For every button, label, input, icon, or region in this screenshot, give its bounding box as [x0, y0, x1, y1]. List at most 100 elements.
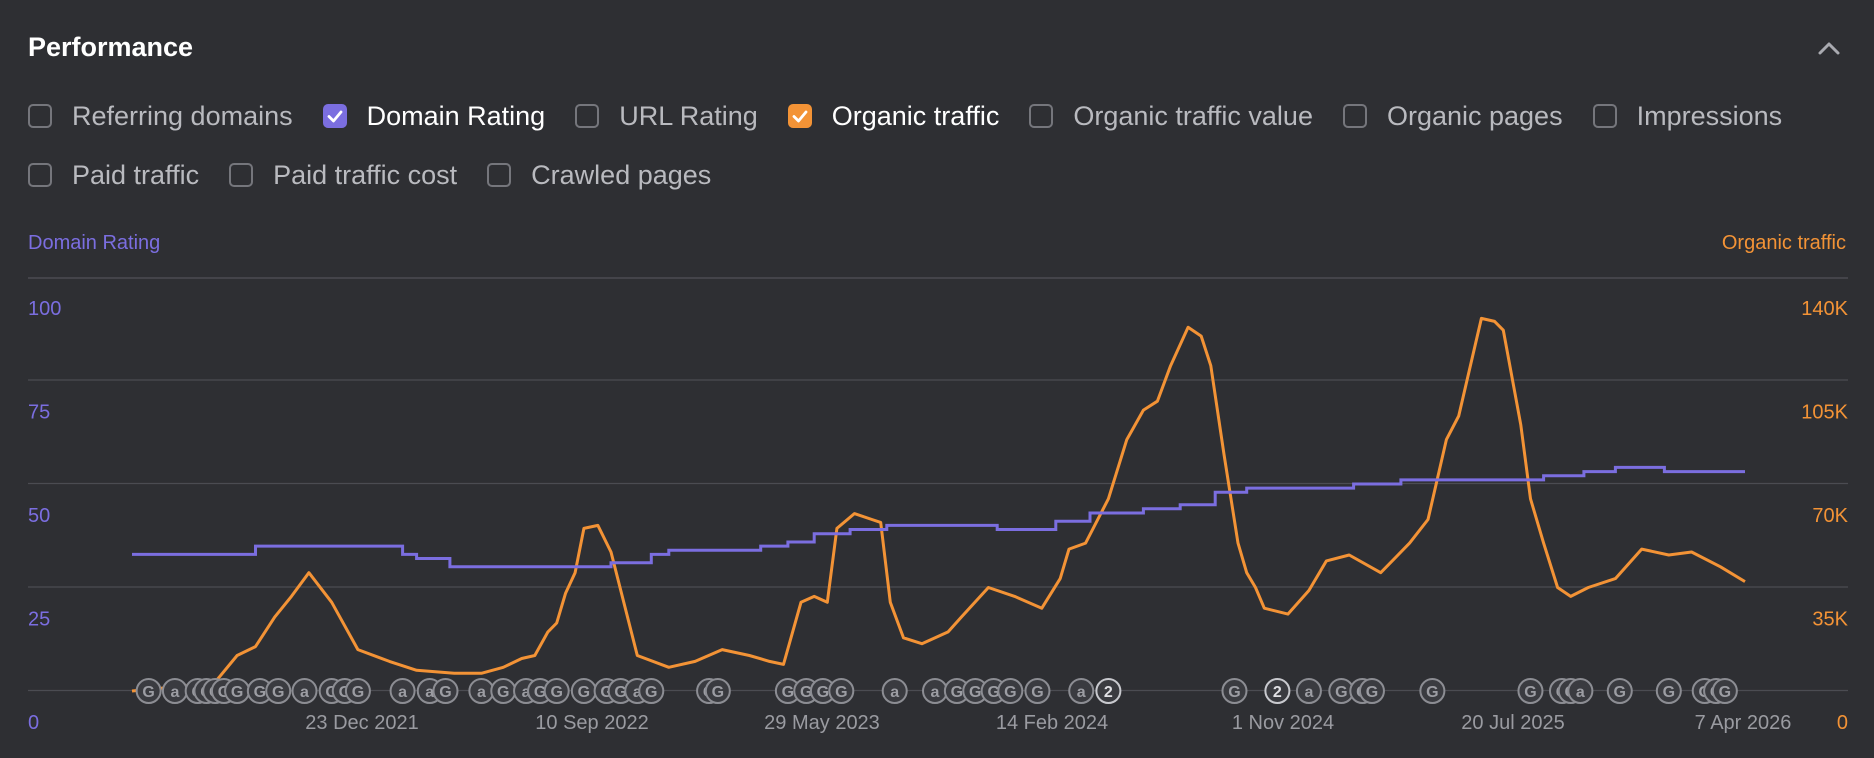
checkbox-paid-traffic[interactable]: [28, 163, 52, 187]
event-marker: [135, 678, 162, 704]
event-marker: [881, 678, 908, 704]
option-label: Organic pages: [1386, 100, 1563, 131]
event-marker: [1295, 678, 1322, 704]
event-marker-label: G: [1426, 684, 1438, 701]
event-marker-label: G: [712, 684, 724, 701]
option-referring-domains[interactable]: Referring domains: [28, 101, 293, 132]
event-marker-label: G: [1031, 684, 1043, 701]
right-tick-label: 0: [1837, 712, 1848, 734]
option-url-rating[interactable]: URL Rating: [575, 101, 758, 132]
event-marker-label: G: [969, 684, 981, 701]
performance-header: Performance: [28, 30, 1846, 70]
event-marker: [1221, 678, 1248, 704]
left-tick-label: 75: [28, 402, 50, 424]
left-tick-label: 100: [28, 298, 61, 320]
option-paid-traffic[interactable]: Paid traffic: [28, 160, 199, 191]
event-marker-label: a: [300, 684, 309, 701]
event-marker-label: 2: [1104, 684, 1113, 701]
event-marker: [1517, 678, 1544, 704]
x-tick-label: 7 Apr 2026: [1695, 712, 1792, 734]
event-marker-label: a: [522, 684, 531, 701]
event-marker-label: a: [425, 684, 434, 701]
checkbox-impressions[interactable]: [1592, 104, 1617, 128]
event-marker-label: G: [645, 684, 657, 701]
section-title: Performance: [28, 32, 194, 62]
options-row: Referring domains Domain Rating URL Rating…: [28, 98, 1848, 134]
event-marker: [1024, 678, 1051, 704]
options-row: Paid traffic Paid traffic cost Crawled pag…: [28, 157, 1848, 193]
event-marker: [1606, 678, 1633, 704]
event-marker-label: G: [817, 684, 829, 701]
event-marker-label: G: [1228, 684, 1240, 701]
option-label: Paid traffic cost: [273, 159, 458, 190]
event-marker-label: a: [1304, 684, 1313, 701]
event-marker: [1358, 678, 1385, 704]
event-marker-label: G: [142, 684, 154, 701]
checkbox-organic-traffic[interactable]: [787, 104, 812, 128]
checkbox-referring-domains[interactable]: [28, 104, 52, 128]
series-domain-rating: [132, 465, 1745, 569]
x-tick-label: 23 Dec 2021: [305, 712, 418, 734]
option-paid-traffic-cost[interactable]: Paid traffic cost: [229, 160, 457, 191]
option-label: Domain Rating: [366, 100, 546, 131]
event-marker-label: G: [550, 684, 562, 701]
right-axis-title: Organic traffic: [1721, 232, 1846, 254]
event-marker: [997, 678, 1024, 704]
option-impressions[interactable]: Impressions: [1592, 101, 1782, 132]
checkbox-crawled-pages[interactable]: [487, 163, 512, 187]
checkbox-domain-rating[interactable]: [322, 104, 347, 128]
option-label: URL Rating: [619, 100, 758, 131]
event-marker: [389, 678, 416, 704]
x-tick-label: 14 Feb 2024: [996, 712, 1108, 734]
checkbox-paid-traffic-cost[interactable]: [229, 163, 254, 187]
right-tick-label: 140K: [1801, 298, 1848, 320]
right-tick-label: 105K: [1801, 402, 1848, 424]
option-organic-traffic[interactable]: Organic traffic: [787, 101, 999, 132]
metric-options: Referring domains Domain Rating URL Rating…: [28, 98, 1848, 216]
event-marker-label: G: [497, 684, 509, 701]
option-label: Crawled pages: [531, 159, 712, 190]
event-marker-label: a: [633, 684, 642, 701]
option-domain-rating[interactable]: Domain Rating: [322, 100, 546, 132]
event-marker-label: G: [951, 684, 963, 701]
event-marker-label: G: [614, 684, 626, 701]
chevron-up-icon: [1818, 42, 1840, 55]
option-label: Organic traffic value: [1073, 100, 1313, 131]
event-marker-label: a: [890, 684, 899, 701]
event-marker: [828, 678, 855, 704]
event-marker-label: a: [477, 684, 486, 701]
event-marker-label: G: [800, 684, 812, 701]
event-marker: [543, 678, 570, 704]
x-tick-label: 29 May 2023: [764, 712, 880, 734]
event-marker: [265, 678, 292, 704]
event-marker: [291, 678, 318, 704]
event-marker-label: G: [439, 684, 451, 701]
collapse-button[interactable]: [1812, 32, 1846, 66]
checkbox-url-rating[interactable]: [575, 104, 600, 128]
event-marker: [1711, 678, 1738, 704]
event-marker-label: G: [835, 684, 847, 701]
event-marker-label: a: [398, 684, 407, 701]
event-marker: [1655, 678, 1682, 704]
checkbox-organic-pages[interactable]: [1342, 104, 1367, 128]
option-label: Referring domains: [72, 100, 293, 131]
event-marker-label: G: [231, 684, 243, 701]
event-marker: [704, 678, 731, 704]
event-marker-label: 2: [1273, 684, 1282, 701]
event-marker-label: G: [1004, 684, 1016, 701]
option-crawled-pages[interactable]: Crawled pages: [487, 160, 711, 191]
event-marker-label: G: [1614, 684, 1626, 701]
event-marker: [1264, 678, 1291, 704]
checkbox-organic-traffic-value[interactable]: [1029, 104, 1054, 128]
option-organic-traffic-value[interactable]: Organic traffic value: [1029, 101, 1313, 132]
event-marker-label: G: [272, 684, 284, 701]
option-organic-pages[interactable]: Organic pages: [1342, 100, 1563, 132]
event-marker: [1567, 678, 1594, 704]
check-icon: [792, 110, 808, 123]
x-tick-label: 20 Jul 2025: [1461, 712, 1564, 734]
left-tick-label: 25: [28, 609, 50, 631]
event-marker: [1068, 678, 1095, 704]
event-marker: [1095, 678, 1122, 704]
event-marker-label: G: [1524, 684, 1536, 701]
